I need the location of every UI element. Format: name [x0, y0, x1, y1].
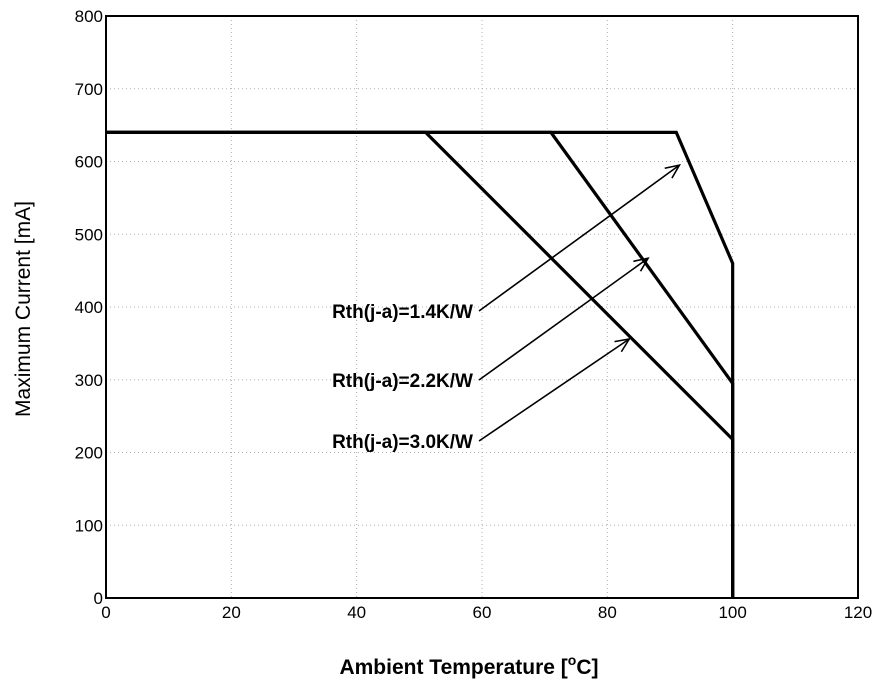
y-tick-label: 100	[75, 516, 103, 535]
tick-labels: 0 20 40 60 80 100 120 0 100 200 300 400 500 600 700 800	[75, 7, 873, 622]
annotation-arrow	[478, 164, 680, 312]
grid-lines	[106, 16, 858, 598]
annotation-arrow	[478, 338, 630, 442]
x-axis-title: Ambient Temperature [oC]	[339, 652, 598, 679]
arrowhead	[614, 337, 631, 353]
y-tick-label: 800	[75, 7, 103, 26]
annotation-label: Rth(j-a)=2.2K/W	[332, 371, 473, 392]
y-tick-label: 400	[75, 298, 103, 317]
annotation-label: Rth(j-a)=1.4K/W	[332, 302, 473, 323]
y-tick-label: 600	[75, 153, 103, 172]
series-lines	[106, 130, 735, 598]
annotations: Rth(j-a)=1.4K/W Rth(j-a)=2.2K/W Rth(j-a)=3…	[332, 163, 681, 453]
y-tick-label: 500	[75, 225, 103, 244]
series-line-1	[106, 130, 735, 598]
x-tick-label: 60	[473, 603, 492, 622]
plot-frame	[105, 15, 859, 599]
x-tick-label: 80	[598, 603, 617, 622]
series-line-2	[106, 130, 735, 598]
x-tick-label: 40	[347, 603, 366, 622]
annotation-arrow	[478, 257, 649, 381]
y-tick-label: 200	[75, 444, 103, 463]
arrowhead	[664, 163, 681, 179]
x-tick-label: 120	[844, 603, 872, 622]
annotation-label: Rth(j-a)=3.0K/W	[332, 432, 473, 453]
x-tick-label: 100	[718, 603, 746, 622]
y-axis-title: Maximum Current [mA]	[12, 201, 35, 417]
y-tick-label: 300	[75, 371, 103, 390]
series-line-3	[106, 130, 735, 598]
y-tick-label: 700	[75, 80, 103, 99]
arrowhead	[633, 257, 650, 272]
x-tick-label: 20	[222, 603, 241, 622]
y-tick-label: 0	[94, 589, 103, 608]
x-tick-label: 0	[101, 603, 110, 622]
